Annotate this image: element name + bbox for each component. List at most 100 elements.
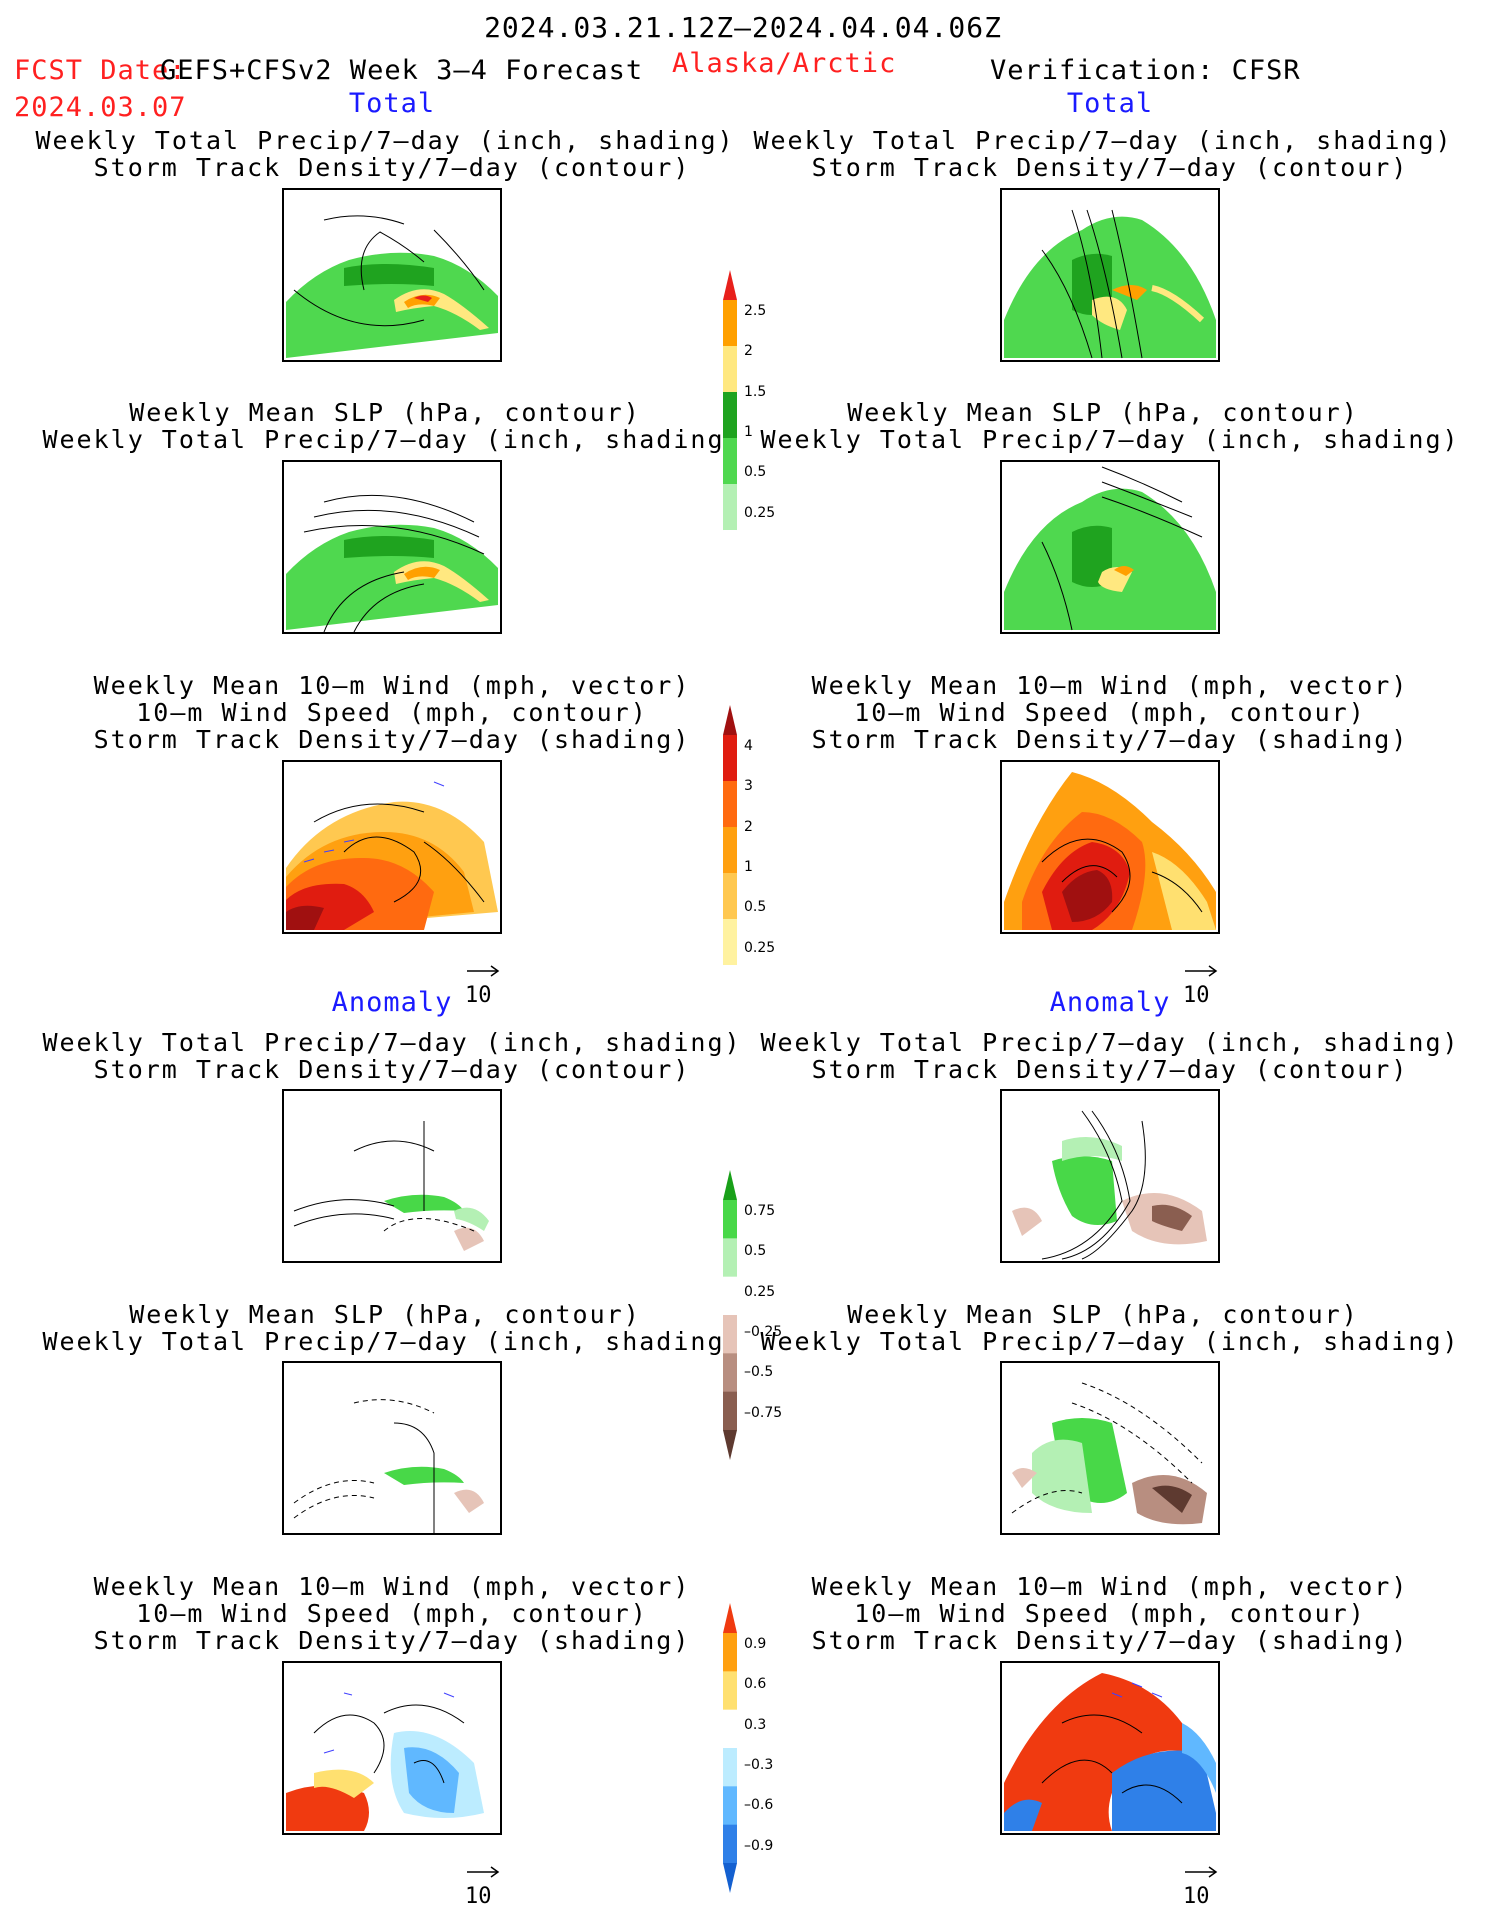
cb4-label: 0.6 <box>744 1676 767 1692</box>
colorbar-swatch <box>723 300 737 347</box>
fcst-date-label: FCST Date: <box>14 55 187 86</box>
title-line: Storm Track Density/7–day (shading) <box>811 725 1409 754</box>
colorbar-swatch <box>723 919 737 966</box>
vector-reference: 10 <box>465 1859 501 1909</box>
colorbar-swatch <box>723 1353 737 1393</box>
cb2-label: 4 <box>744 738 753 754</box>
fcst-date: 2024.03.07 <box>14 92 187 123</box>
map-verification-wind-track <box>1000 760 1220 934</box>
colorbar-cap-top <box>723 1603 737 1633</box>
cb2-label: 0.25 <box>744 940 776 956</box>
vector-reference-label: 10 <box>465 1884 492 1909</box>
title-line: 10–m Wind Speed (mph, contour) <box>854 698 1366 727</box>
colorbar-swatch <box>723 1238 737 1278</box>
colorbar-precip-total <box>720 270 740 564</box>
colorbar-cap-top <box>723 270 737 300</box>
verification-label: Verification: CFSR <box>990 55 1301 86</box>
title-line: Weekly Total Precip/7–day (inch, shading… <box>760 1028 1460 1057</box>
colorbar-swatch <box>723 1824 737 1864</box>
colorbar-swatch <box>723 781 737 828</box>
map-forecast-wind-track-anom <box>282 1661 502 1835</box>
colorbar-swatch <box>723 438 737 485</box>
vector-reference-label: 10 <box>465 983 492 1008</box>
colorbar-track-anom <box>720 1603 740 1897</box>
cb1-label: 2 <box>744 343 753 359</box>
colorbar-track-total <box>720 705 740 999</box>
vector-reference-label: 10 <box>1183 1884 1210 1909</box>
cb2-label: 1 <box>744 859 753 875</box>
map-verification-precip-anom <box>1000 1089 1220 1263</box>
cb4-label: –0.6 <box>744 1797 774 1813</box>
colorbar-swatch <box>723 1709 737 1749</box>
arrow-right-icon <box>1185 965 1218 977</box>
title-line: 10–m Wind Speed (mph, contour) <box>136 1599 648 1628</box>
vector-reference: 10 <box>1183 958 1219 1008</box>
colorbar-swatches <box>723 1603 737 1893</box>
title-line: Weekly Mean SLP (hPa, contour) <box>847 1300 1359 1329</box>
title-line: Weekly Total Precip/7–day (inch, shading… <box>42 1327 742 1356</box>
title-line: Weekly Mean SLP (hPa, contour) <box>129 1300 641 1329</box>
cb4-label: –0.3 <box>744 1757 774 1773</box>
title-line: 10–m Wind Speed (mph, contour) <box>854 1599 1366 1628</box>
cb2-label: 3 <box>744 778 753 794</box>
cb3-label: 0.5 <box>744 1243 767 1259</box>
map-forecast-precip-total <box>282 188 502 362</box>
colorbar-swatch <box>723 1748 737 1787</box>
title-line: Storm Track Density/7–day (shading) <box>93 1626 691 1655</box>
title-line: Storm Track Density/7–day (contour) <box>93 153 691 182</box>
colorbar-cap-top <box>723 1170 737 1200</box>
valid-period: 2024.03.21.12Z–2024.04.04.06Z <box>484 11 1002 44</box>
title-line: Weekly Mean 10–m Wind (mph, vector) <box>93 1572 691 1601</box>
map-forecast-slp-precip <box>282 460 502 634</box>
title-line: Storm Track Density/7–day (contour) <box>811 153 1409 182</box>
colorbar-precip-anom <box>720 1170 740 1464</box>
arrow-right-icon <box>1185 1866 1218 1878</box>
title-line: Storm Track Density/7–day (contour) <box>93 1055 691 1084</box>
colorbar-swatches <box>723 270 737 560</box>
title-line: Weekly Mean 10–m Wind (mph, vector) <box>93 671 691 700</box>
cb3-label: 0.25 <box>744 1284 776 1300</box>
map-verification-slp-precip-anom <box>1000 1361 1220 1535</box>
arrow-right-icon <box>467 965 500 977</box>
colorbar-cap-bottom <box>723 1430 737 1460</box>
cb3-label: –0.75 <box>744 1405 783 1421</box>
vector-reference-label: 10 <box>1183 983 1210 1008</box>
cb4-label: –0.9 <box>744 1838 774 1854</box>
arrow-right-icon <box>467 1866 500 1878</box>
title-line: Weekly Total Precip/7–day (inch, shading… <box>760 1327 1460 1356</box>
colorbar-cap-bottom <box>723 965 737 995</box>
title-line: Weekly Total Precip/7–day (inch, shading… <box>42 1028 742 1057</box>
colorbar-cap-bottom <box>723 1863 737 1893</box>
title-line: Weekly Total Precip/7–day (inch, shading… <box>42 425 742 454</box>
colorbar-swatch <box>723 484 737 531</box>
title-line: Storm Track Density/7–day (contour) <box>811 1055 1409 1084</box>
colorbar-swatch <box>723 1276 737 1316</box>
colorbar-swatch <box>723 346 737 393</box>
title-line: Weekly Mean 10–m Wind (mph, vector) <box>811 1572 1409 1601</box>
cb1-label: 0.25 <box>744 505 776 521</box>
colorbar-swatches <box>723 705 737 995</box>
map-verification-slp-precip <box>1000 460 1220 634</box>
cb3-label: 0.75 <box>744 1203 776 1219</box>
cb3-label: –0.25 <box>744 1324 783 1340</box>
map-forecast-slp-precip-anom <box>282 1361 502 1535</box>
region-title: Alaska/Arctic <box>672 48 897 79</box>
cb2-label: 2 <box>744 819 753 835</box>
cb1-label: 1.5 <box>744 384 767 400</box>
cb4-label: 0.9 <box>744 1636 767 1652</box>
colorbar-swatch <box>723 1671 737 1711</box>
colorbar-swatch <box>723 1391 737 1431</box>
map-forecast-wind-track <box>282 760 502 934</box>
colorbar-cap-bottom <box>723 530 737 560</box>
section-total-left: Total <box>348 88 436 119</box>
colorbar-swatch <box>723 873 737 920</box>
product-title: GEFS+CFSv2 Week 3–4 Forecast <box>160 55 644 86</box>
colorbar-swatch <box>723 735 737 782</box>
cb1-label: 1 <box>744 424 753 440</box>
cb1-label: 0.5 <box>744 464 767 480</box>
colorbar-swatch <box>723 1786 737 1826</box>
section-anomaly-right: Anomaly <box>1049 987 1171 1018</box>
section-anomaly-left: Anomaly <box>331 987 453 1018</box>
cb2-label: 0.5 <box>744 899 767 915</box>
colorbar-cap-top <box>723 705 737 735</box>
